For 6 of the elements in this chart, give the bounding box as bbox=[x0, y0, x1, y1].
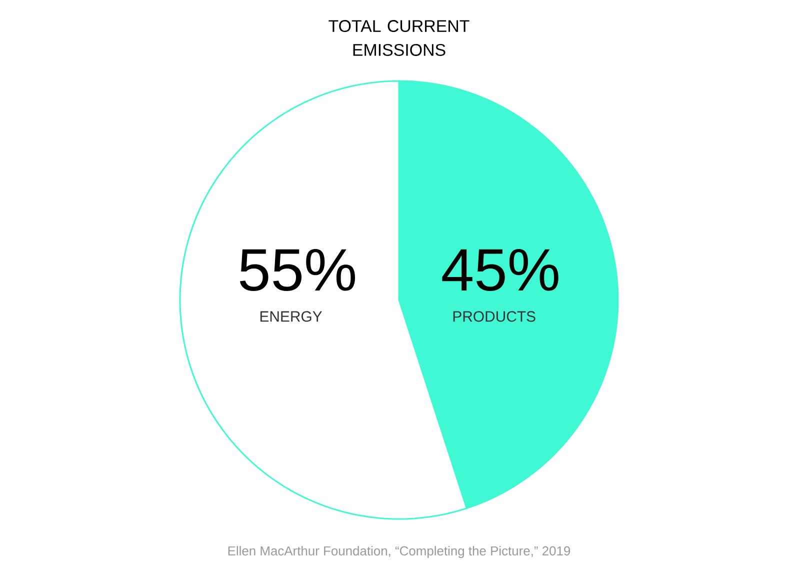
slice-label: ENERGY bbox=[260, 311, 322, 322]
slice-label: PRODUCTS bbox=[453, 311, 536, 322]
data-label: 55% bbox=[240, 248, 356, 292]
data-label: 45% bbox=[442, 248, 558, 292]
text: Ellen MacArthur Foundation, “Completing the Picture,” 2019 bbox=[228, 546, 570, 558]
chart-title: TOTAL CURRENT EMISSIONS bbox=[328, 20, 470, 56]
